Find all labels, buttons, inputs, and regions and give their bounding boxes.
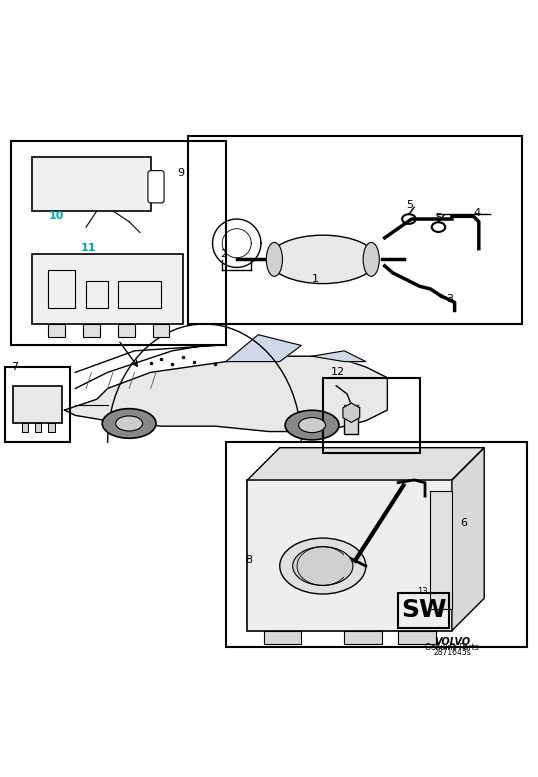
Ellipse shape <box>102 409 156 438</box>
Bar <box>86 281 108 308</box>
Polygon shape <box>247 448 484 480</box>
Polygon shape <box>226 335 301 361</box>
Bar <box>153 324 169 337</box>
Bar <box>118 324 134 337</box>
Bar <box>344 405 358 434</box>
Bar <box>188 136 522 324</box>
Polygon shape <box>65 356 387 431</box>
Bar <box>344 631 382 644</box>
Polygon shape <box>452 448 484 631</box>
Bar <box>430 491 452 609</box>
Bar <box>323 378 420 453</box>
Ellipse shape <box>299 417 325 433</box>
Ellipse shape <box>116 416 143 431</box>
Bar <box>83 324 100 337</box>
Text: 9: 9 <box>178 168 185 178</box>
Bar <box>35 423 41 431</box>
Text: 10: 10 <box>48 211 64 221</box>
Text: 11: 11 <box>81 243 96 253</box>
Text: 4: 4 <box>473 208 480 218</box>
Polygon shape <box>312 351 366 361</box>
Text: SW: SW <box>401 598 447 622</box>
Text: 8: 8 <box>245 556 252 566</box>
Text: 1: 1 <box>312 274 319 284</box>
Bar <box>48 270 75 308</box>
Ellipse shape <box>266 242 282 277</box>
Bar <box>5 367 70 442</box>
Ellipse shape <box>293 547 353 585</box>
Text: 12: 12 <box>331 367 345 377</box>
Text: VOLVO: VOLVO <box>434 637 470 647</box>
Polygon shape <box>343 403 360 423</box>
Ellipse shape <box>285 410 339 440</box>
Text: 7: 7 <box>11 361 18 371</box>
Bar <box>48 423 55 431</box>
Bar <box>48 324 65 337</box>
Bar <box>13 386 62 423</box>
Bar <box>398 631 436 644</box>
Text: 6: 6 <box>460 517 467 528</box>
Text: 5: 5 <box>435 213 442 223</box>
Bar <box>22 423 28 431</box>
Text: 2871645s: 2871645s <box>433 648 471 657</box>
Bar <box>247 480 452 631</box>
FancyBboxPatch shape <box>148 171 164 203</box>
Text: 5: 5 <box>406 200 413 211</box>
Bar <box>264 631 301 644</box>
Ellipse shape <box>269 235 377 284</box>
Bar <box>398 593 449 628</box>
Bar <box>11 141 226 346</box>
Text: Genuine Parts: Genuine Parts <box>425 643 479 653</box>
Bar <box>118 281 161 308</box>
Bar <box>226 442 527 646</box>
Ellipse shape <box>363 242 379 277</box>
Text: 2: 2 <box>221 249 228 259</box>
Text: 13: 13 <box>416 587 427 596</box>
Bar <box>32 157 151 211</box>
Ellipse shape <box>280 538 366 594</box>
Text: 3: 3 <box>447 294 454 305</box>
Bar <box>32 254 183 324</box>
